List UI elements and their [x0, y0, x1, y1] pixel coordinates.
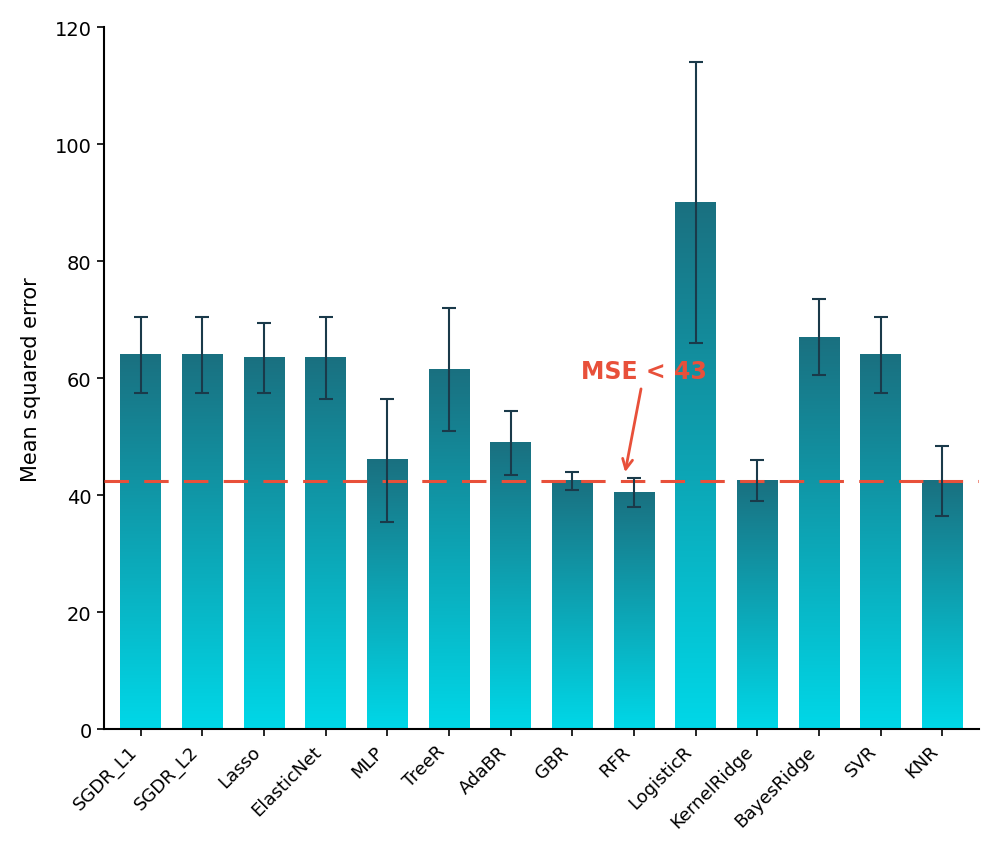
- Y-axis label: Mean squared error: Mean squared error: [21, 277, 41, 481]
- Text: MSE < 43: MSE < 43: [581, 360, 707, 469]
